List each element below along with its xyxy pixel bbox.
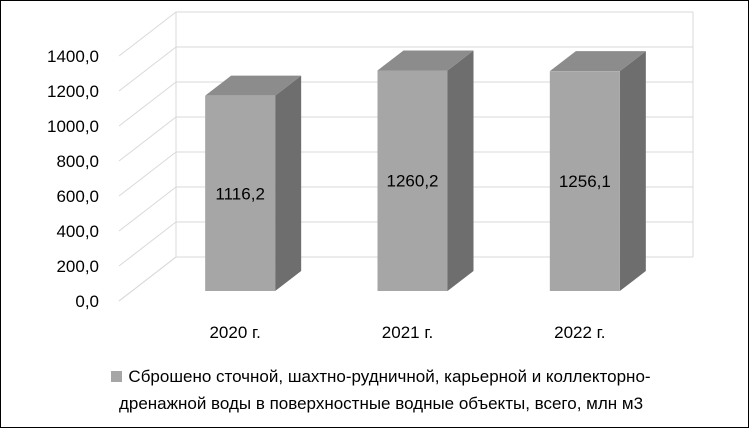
data-label-0: 1116,2 (215, 184, 264, 203)
y-tick-label-4: 800,0 (56, 152, 99, 171)
bar-top-1 (377, 50, 474, 71)
y-tick-label-3: 600,0 (56, 187, 99, 206)
gridline-side-3 (118, 151, 177, 197)
y-tick-label-7: 1400,0 (47, 47, 99, 66)
y-tick-label-2: 400,0 (56, 222, 99, 241)
category-label-0: 2020 г. (209, 323, 260, 342)
legend-label-line1: Сброшено сточной, шахтно-рудничной, карь… (128, 367, 651, 386)
gridline-side-6 (118, 46, 177, 92)
gridline-side-7 (118, 11, 177, 57)
floor-left-edge (118, 256, 177, 302)
y-tick-label-6: 1200,0 (47, 82, 99, 101)
legend-swatch (111, 371, 123, 382)
bar-top-0 (205, 75, 302, 96)
gridline-side-2 (118, 186, 177, 232)
data-label-2: 1256,1 (559, 172, 611, 191)
bar-side-0 (275, 75, 302, 291)
bar-top-2 (549, 51, 646, 72)
bar-side-2 (619, 51, 646, 292)
y-tick-label-0: 0,0 (75, 292, 99, 311)
bar-front-1 (377, 70, 448, 291)
gridline-side-4 (118, 116, 177, 162)
bar-front-0 (205, 95, 276, 291)
category-label-1: 2021 г. (382, 323, 433, 342)
gridline-side-1 (118, 221, 177, 267)
legend-label-line2: дренажной воды в поверхностные водные об… (118, 394, 644, 413)
category-label-2: 2022 г. (554, 323, 605, 342)
y-tick-label-5: 1000,0 (47, 117, 99, 136)
bar-front-2 (549, 71, 620, 292)
y-tick-label-1: 200,0 (56, 257, 99, 276)
data-label-1: 1260,2 (387, 172, 439, 191)
gridline-side-5 (118, 81, 177, 127)
bar-side-1 (447, 50, 474, 292)
legend: Сброшено сточной, шахтно-рудничной, карь… (41, 363, 721, 417)
